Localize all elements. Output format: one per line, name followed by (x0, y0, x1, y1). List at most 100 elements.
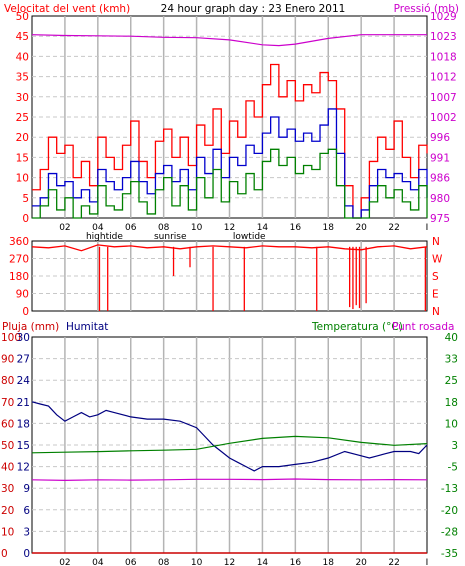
wind-speed-tick-label: 5 (22, 193, 29, 205)
wind-minimum-line (32, 148, 428, 219)
x-tick-label: 14 (257, 223, 269, 233)
chart-title: 24 hour graph day : 23 Enero 2011 (161, 3, 346, 15)
tide-label: sunrise (154, 232, 187, 242)
temperature-tick-label: 18 (445, 397, 458, 409)
pressure-tick-label: 996 (430, 132, 450, 144)
pressure-tick-label: 1023 (430, 31, 457, 43)
wind-speed-tick-label: 25 (16, 112, 29, 124)
humidity-tick-label: 24 (17, 375, 31, 387)
tide-label: lowtide (233, 232, 266, 242)
tide-label: hightide (86, 232, 123, 242)
x-tick-label: 12 (224, 558, 235, 566)
dewpoint-axis-title: Punt rosada (392, 321, 454, 333)
humidity-tick-label: 3 (23, 526, 30, 538)
pressure-axis-title: Pressió (mb) (394, 3, 459, 15)
wind-speed-tick-label: 10 (16, 173, 29, 185)
temperature-tick-label: -20 (441, 505, 458, 517)
dewpoint-line (31, 478, 428, 482)
x-tick-label: 14 (257, 558, 269, 566)
temperature-axis-title: Temperatura (°C) (311, 321, 403, 333)
wind-pressure-series (31, 34, 428, 219)
pressure-tick-label: 986 (430, 173, 450, 185)
humidity-tick-label: 18 (17, 418, 30, 430)
compass-tick-label: N (432, 306, 440, 318)
direction-degree-ticks: 0 90 180 270 360 (9, 236, 29, 318)
direction-tick-label: 270 (9, 254, 29, 266)
humidity-tick-label: 6 (23, 505, 30, 517)
rain-axis-title: Pluja (mm) (2, 321, 59, 333)
rain-tick-label: 90 (1, 354, 14, 366)
wind-speed-tick-label: 50 (16, 11, 29, 23)
rain-tick-label: 30 (1, 483, 14, 495)
x-tick-label: 10 (191, 558, 203, 566)
compass-tick-label: E (432, 289, 439, 301)
rain-tick-label: 70 (1, 397, 14, 409)
wind-speed-tick-label: 45 (16, 31, 29, 43)
humidity-line (31, 401, 428, 472)
temperature-tick-label: 10 (445, 418, 458, 430)
temperature-tick-label: 33 (445, 354, 458, 366)
pressure-tick-label: 991 (430, 152, 450, 164)
pressure-ticks: 975 980 986 991 996 1002 1007 1012 1018 1023 1029 (430, 11, 457, 225)
direction-tick-label: 0 (22, 306, 29, 318)
x-tick-label: 18 (323, 223, 335, 233)
humidity-tick-label: 12 (17, 462, 30, 474)
x-tick-label: 22 (388, 223, 399, 233)
x-tick-label: 04 (92, 558, 104, 566)
humidity-temperature-grid (32, 337, 427, 553)
humidity-axis-title: Humitat (66, 321, 108, 333)
temperature-ticks: -35 -28 -20 -13 -5 3 10 18 25 33 40 (441, 332, 458, 560)
rain-tick-label: 10 (1, 526, 14, 538)
humidity-tick-label: 0 (23, 548, 30, 560)
x-tick-label: 10 (191, 223, 203, 233)
compass-tick-label: W (432, 254, 443, 266)
temperature-tick-label: 3 (451, 440, 458, 452)
pressure-line (31, 34, 427, 47)
x-tick-label: 04 (92, 223, 104, 233)
direction-tick-label: 360 (9, 236, 29, 248)
wind-gust-line (32, 63, 428, 219)
temperature-tick-label: 25 (445, 375, 458, 387)
wind-axis-title: Velocitat del vent (kmh) (4, 3, 130, 15)
humidity-tick-label: 15 (17, 440, 30, 452)
temperature-tick-label: -5 (448, 462, 458, 474)
wind-average-line (32, 108, 428, 219)
rain-tick-label: 0 (1, 548, 8, 560)
humidity-temperature-panel: 0 10 20 30 40 50 60 70 80 90 100 0 3 6 9 12 15 18 21 24 27 3… (1, 332, 458, 566)
wind-speed-tick-label: 35 (16, 72, 29, 84)
rain-tick-label: 20 (1, 505, 14, 517)
x-tick-label: 20 (355, 558, 367, 566)
x-tick-label: 16 (290, 558, 302, 566)
wind-direction-grid (32, 241, 427, 311)
x-tick-label: 22 (388, 558, 399, 566)
rain-tick-label: 50 (1, 440, 14, 452)
compass-tick-label: S (432, 271, 439, 283)
wind-direction-line (31, 244, 428, 252)
pressure-tick-label: 1012 (430, 72, 457, 84)
humidity-ticks: 0 3 6 9 12 15 18 21 24 27 30 (17, 332, 31, 560)
rain-tick-label: 60 (1, 418, 14, 430)
x-tick-label: 06 (125, 558, 137, 566)
x-tick-label: 08 (158, 558, 170, 566)
x-tick-label: 12 (224, 223, 235, 233)
pressure-tick-label: 1018 (430, 51, 457, 63)
x-tick-label: 02 (59, 223, 70, 233)
wind-direction-series (31, 244, 428, 311)
wind-speed-tick-label: 0 (22, 213, 29, 225)
pressure-tick-label: 1002 (430, 112, 457, 124)
pressure-tick-label: 980 (430, 193, 450, 205)
pressure-tick-label: 975 (430, 213, 450, 225)
x-tick-label: 16 (290, 223, 302, 233)
wind-speed-tick-label: 15 (16, 152, 29, 164)
wind-speed-tick-label: 40 (16, 51, 29, 63)
rain-tick-label: 100 (1, 332, 21, 344)
wind-speed-ticks: 0 5 10 15 20 25 30 35 40 45 50 (16, 11, 29, 225)
pressure-tick-label: 1007 (430, 92, 457, 104)
direction-tick-label: 90 (16, 289, 29, 301)
x-tick-label: 08 (158, 223, 170, 233)
